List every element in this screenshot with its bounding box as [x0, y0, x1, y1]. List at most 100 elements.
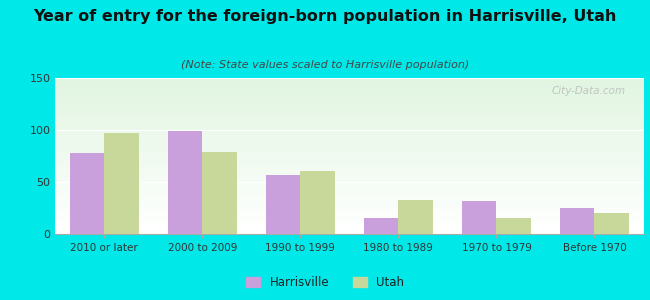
Bar	[560, 208, 595, 234]
Bar	[55, 214, 644, 215]
Bar	[55, 198, 644, 199]
Bar	[55, 201, 644, 202]
Bar	[202, 152, 237, 234]
Bar	[55, 224, 644, 225]
Bar	[55, 112, 644, 113]
Bar	[55, 148, 644, 149]
Bar	[55, 208, 644, 209]
Bar	[55, 114, 644, 115]
Bar	[300, 171, 335, 234]
Bar	[55, 217, 644, 218]
Text: (Note: State values scaled to Harrisville population): (Note: State values scaled to Harrisvill…	[181, 60, 469, 70]
Bar	[55, 206, 644, 207]
Bar	[55, 203, 644, 204]
Bar	[55, 151, 644, 152]
Bar	[55, 222, 644, 223]
Bar	[55, 111, 644, 112]
Bar	[55, 170, 644, 171]
Bar	[55, 231, 644, 232]
Bar	[55, 232, 644, 233]
Bar	[55, 221, 644, 222]
Bar	[55, 164, 644, 165]
Bar	[55, 174, 644, 175]
Bar	[55, 131, 644, 132]
Bar	[55, 194, 644, 195]
Bar	[55, 212, 644, 213]
Bar	[55, 149, 644, 150]
Bar	[55, 159, 644, 160]
Bar	[55, 156, 644, 157]
Bar	[55, 186, 644, 187]
Bar	[55, 173, 644, 174]
Legend: Harrisville, Utah: Harrisville, Utah	[241, 272, 409, 294]
Bar	[55, 127, 644, 128]
Bar	[55, 86, 644, 87]
Bar	[55, 105, 644, 106]
Bar	[55, 154, 644, 155]
Bar	[55, 155, 644, 156]
Bar	[55, 200, 644, 201]
Bar	[55, 218, 644, 219]
Bar	[55, 80, 644, 81]
Bar	[55, 98, 644, 99]
Bar	[398, 200, 433, 234]
Bar	[55, 179, 644, 180]
Bar	[55, 124, 644, 125]
Bar	[55, 129, 644, 130]
Bar	[55, 197, 644, 198]
Bar	[55, 209, 644, 210]
Bar	[55, 79, 644, 80]
Bar	[55, 157, 644, 158]
Bar	[55, 230, 644, 231]
Bar	[266, 175, 300, 234]
Bar	[55, 107, 644, 108]
Bar	[55, 103, 644, 104]
Bar	[104, 133, 138, 234]
Bar	[55, 84, 644, 85]
Bar	[595, 213, 629, 234]
Bar	[55, 88, 644, 89]
Bar	[55, 158, 644, 159]
Bar	[55, 216, 644, 217]
Bar	[55, 134, 644, 135]
Bar	[55, 125, 644, 126]
Bar	[55, 195, 644, 196]
Bar	[55, 119, 644, 120]
Bar	[55, 96, 644, 97]
Bar	[55, 122, 644, 123]
Bar	[55, 225, 644, 226]
Bar	[55, 199, 644, 200]
Bar	[55, 220, 644, 221]
Bar	[55, 227, 644, 228]
Bar	[55, 184, 644, 185]
Bar	[55, 132, 644, 133]
Bar	[55, 92, 644, 93]
Bar	[55, 187, 644, 188]
Bar	[55, 211, 644, 212]
Bar	[497, 218, 531, 234]
Bar	[55, 219, 644, 220]
Bar	[55, 183, 644, 184]
Bar	[55, 146, 644, 147]
Bar	[55, 150, 644, 151]
Bar	[55, 181, 644, 182]
Bar	[55, 152, 644, 153]
Bar	[55, 136, 644, 137]
Bar	[55, 166, 644, 167]
Bar	[55, 126, 644, 127]
Bar	[55, 137, 644, 138]
Bar	[55, 81, 644, 82]
Text: City-Data.com: City-Data.com	[552, 86, 626, 96]
Bar	[55, 82, 644, 83]
Bar	[55, 104, 644, 105]
Bar	[55, 223, 644, 224]
Bar	[55, 89, 644, 90]
Bar	[55, 117, 644, 118]
Bar	[55, 141, 644, 142]
Bar	[55, 142, 644, 143]
Bar	[55, 229, 644, 230]
Bar	[55, 168, 644, 169]
Bar	[55, 101, 644, 102]
Bar	[55, 204, 644, 205]
Text: Year of entry for the foreign-born population in Harrisville, Utah: Year of entry for the foreign-born popul…	[33, 9, 617, 24]
